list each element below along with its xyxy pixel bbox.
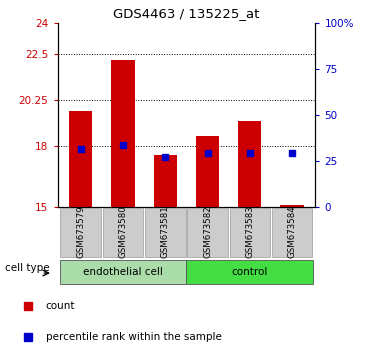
Text: percentile rank within the sample: percentile rank within the sample: [46, 332, 221, 342]
Bar: [280, 205, 304, 207]
Bar: [272, 208, 312, 257]
Bar: [187, 208, 228, 257]
Bar: [238, 121, 262, 207]
Text: GSM673580: GSM673580: [118, 205, 128, 258]
Text: GSM673581: GSM673581: [161, 205, 170, 258]
Text: control: control: [232, 267, 268, 277]
Bar: [103, 208, 143, 257]
Bar: [145, 208, 186, 257]
Bar: [187, 260, 313, 284]
Text: endothelial cell: endothelial cell: [83, 267, 163, 277]
Bar: [111, 60, 135, 207]
Bar: [196, 136, 219, 207]
Text: GSM673582: GSM673582: [203, 205, 212, 258]
Text: GSM673583: GSM673583: [245, 205, 255, 258]
Bar: [69, 111, 92, 207]
Title: GDS4463 / 135225_at: GDS4463 / 135225_at: [113, 7, 260, 21]
Bar: [154, 155, 177, 207]
Text: GSM673579: GSM673579: [76, 205, 85, 258]
Bar: [60, 260, 187, 284]
Text: count: count: [46, 301, 75, 311]
Text: cell type: cell type: [4, 263, 49, 273]
Bar: [230, 208, 270, 257]
Text: GSM673584: GSM673584: [288, 205, 296, 258]
Bar: [60, 208, 101, 257]
